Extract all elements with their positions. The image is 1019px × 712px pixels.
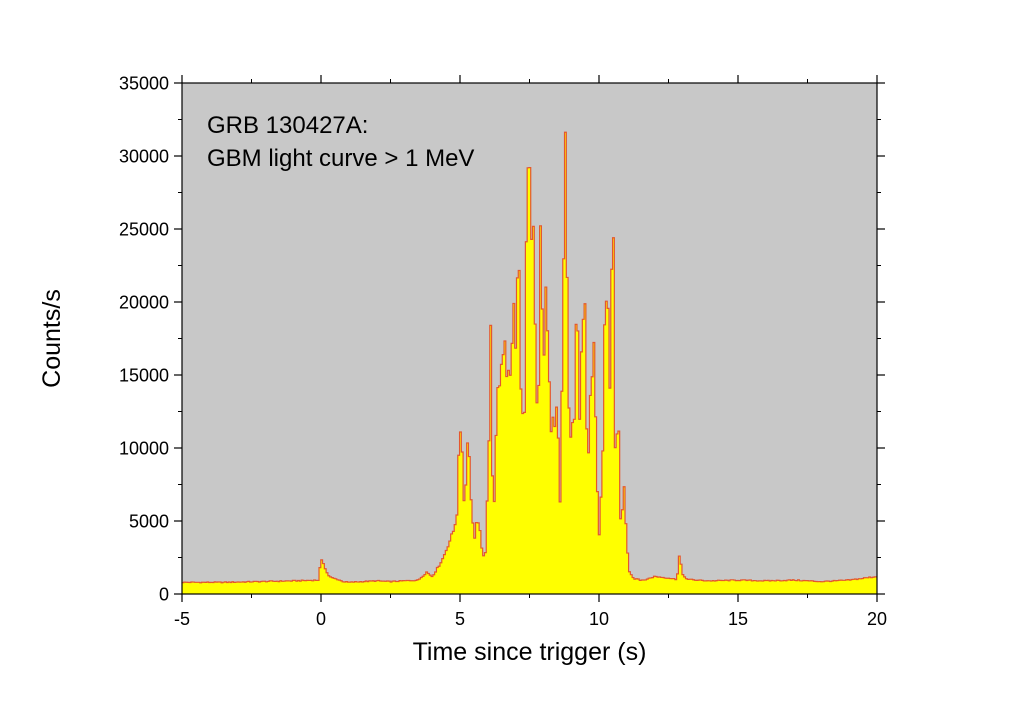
x-tick-label: 5 bbox=[455, 609, 465, 629]
y-tick-label: 15000 bbox=[119, 366, 169, 386]
x-tick-label: 20 bbox=[867, 609, 887, 629]
y-tick-label: 30000 bbox=[119, 147, 169, 167]
x-tick-label: 10 bbox=[589, 609, 609, 629]
y-tick-label: 0 bbox=[159, 585, 169, 605]
x-tick-label: 15 bbox=[728, 609, 748, 629]
series-fill bbox=[182, 132, 877, 594]
annotation-line-2: GBM light curve > 1 MeV bbox=[207, 145, 474, 172]
series-line bbox=[181, 131, 877, 584]
annotation-line-1: GRB 130427A: bbox=[207, 112, 368, 139]
x-tick-label: -5 bbox=[174, 609, 190, 629]
y-tick-label: 25000 bbox=[119, 220, 169, 240]
y-tick-label: 5000 bbox=[129, 512, 169, 532]
y-tick-label: 35000 bbox=[119, 74, 169, 94]
x-axis-title: Time since trigger (s) bbox=[413, 638, 647, 666]
series-layer bbox=[181, 131, 877, 594]
y-axis-title: Counts/s bbox=[38, 289, 66, 388]
y-tick-label: 20000 bbox=[119, 293, 169, 313]
ticks-layer: -5 0 5 10 15 20050001000015000200002500030000… bbox=[119, 74, 887, 630]
y-tick-label: 10000 bbox=[119, 439, 169, 459]
x-tick-label: 0 bbox=[316, 609, 326, 629]
